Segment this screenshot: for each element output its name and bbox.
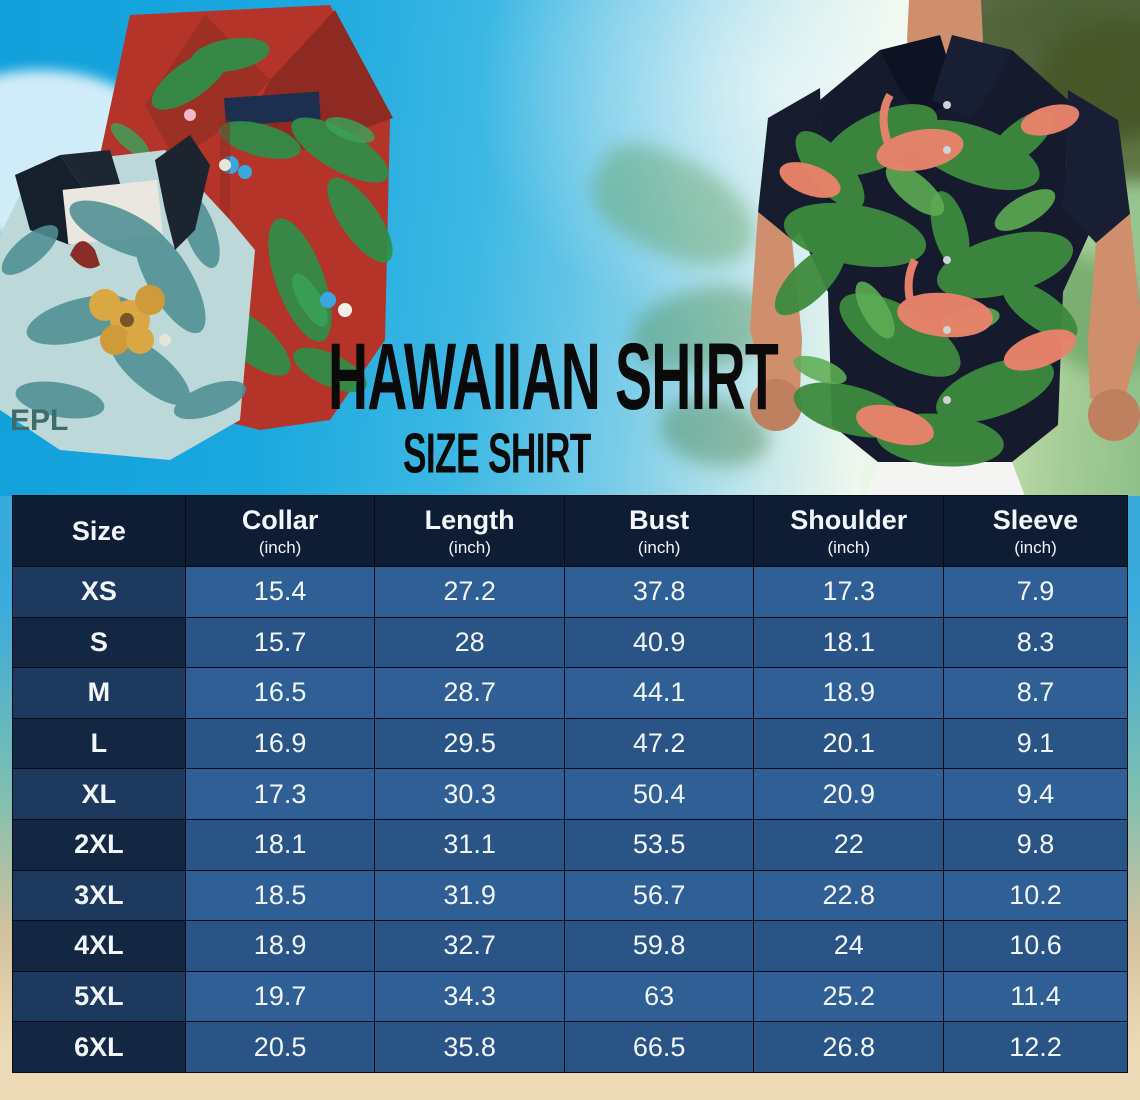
svg-text:EPL: EPL — [10, 404, 68, 437]
